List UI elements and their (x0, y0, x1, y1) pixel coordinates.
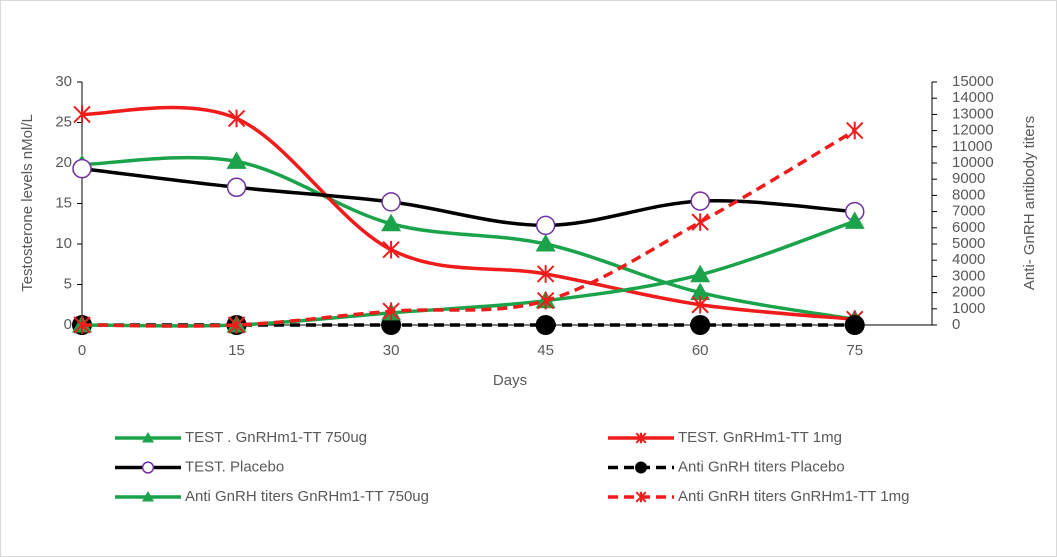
marker (227, 316, 246, 334)
marker (535, 315, 556, 335)
marker (226, 151, 247, 169)
marker (535, 215, 556, 236)
marker (690, 282, 711, 301)
y-tick-label: 15 (55, 194, 72, 211)
y2-tick-label: 3000 (952, 267, 985, 284)
y-tick-label: 0 (64, 316, 72, 333)
marker (142, 491, 154, 502)
legend-label: TEST. GnRHm1-TT 1mg (678, 429, 842, 446)
legend-item: Anti GnRH titers GnRHm1-TT 750ug (115, 488, 429, 505)
marker (690, 191, 710, 211)
x-tick-label: 60 (692, 342, 709, 359)
x-tick-label: 15 (228, 342, 245, 359)
x-tick-label: 75 (846, 342, 863, 359)
marker (536, 291, 555, 310)
legend-item: Anti GnRH titers Placebo (608, 458, 845, 475)
marker (381, 192, 401, 212)
marker (382, 240, 400, 259)
x-tick-label: 0 (78, 342, 86, 359)
marker (227, 109, 246, 128)
marker (690, 264, 711, 283)
legend-label: TEST. Placebo (185, 458, 284, 475)
legend-label: Anti GnRH titers Placebo (678, 458, 845, 475)
marker (141, 461, 155, 474)
marker (635, 461, 647, 474)
y-tick-label: 25 (55, 113, 72, 130)
y2-tick-label: 12000 (952, 122, 994, 139)
y2-tick-label: 10000 (952, 154, 994, 171)
marker (844, 315, 865, 335)
y2-tick-label: 11000 (952, 138, 993, 155)
marker (635, 432, 647, 444)
y2-tick-label: 0 (952, 316, 960, 333)
y-tick-label: 10 (55, 235, 72, 252)
marker (226, 177, 247, 198)
marker (382, 302, 400, 321)
series-line (81, 155, 856, 322)
series-line (81, 166, 855, 228)
legend-item: TEST. GnRHm1-TT 1mg (608, 429, 842, 446)
legend-item: Anti GnRH titers GnRHm1-TT 1mg (608, 488, 909, 505)
marker (635, 491, 647, 503)
legend-label: TEST . GnRHm1-TT 750ug (185, 429, 367, 446)
y2-tick-label: 7000 (952, 203, 985, 220)
y-tick-label: 5 (64, 275, 72, 292)
y-tick-label: 20 (55, 154, 72, 171)
marker (73, 105, 91, 124)
y2-axis-label: Anti- GnRH antibody titers (1021, 116, 1038, 290)
marker (73, 316, 91, 334)
y-tick-label: 30 (55, 73, 72, 90)
marker (691, 213, 709, 231)
y2-tick-label: 5000 (952, 235, 985, 252)
marker (381, 213, 402, 232)
marker (536, 265, 555, 283)
y-axis-label: Testosterone levels nMol/L (19, 114, 36, 292)
legend-label: Anti GnRH titers GnRHm1-TT 1mg (678, 488, 909, 505)
y2-tick-label: 13000 (952, 105, 994, 122)
y2-tick-label: 14000 (952, 89, 994, 106)
y2-tick-label: 8000 (952, 186, 985, 203)
y2-tick-label: 4000 (952, 251, 985, 268)
marker (72, 158, 92, 179)
legend-item: TEST . GnRHm1-TT 750ug (115, 429, 367, 446)
y2-tick-label: 9000 (952, 170, 985, 187)
legend-item: TEST. Placebo (115, 458, 284, 475)
marker (846, 121, 864, 140)
x-tick-label: 30 (383, 342, 400, 359)
marker (690, 315, 711, 335)
marker (844, 211, 865, 229)
series-line (81, 105, 855, 322)
marker (691, 295, 709, 314)
legend-label: Anti GnRH titers GnRHm1-TT 750ug (185, 488, 429, 505)
y2-tick-label: 2000 (952, 284, 985, 301)
marker (142, 432, 154, 443)
x-tick-label: 45 (537, 342, 554, 359)
x-axis-label: Days (493, 372, 527, 389)
y2-tick-label: 6000 (952, 219, 985, 236)
y2-tick-label: 1000 (952, 300, 985, 317)
marker (535, 234, 556, 252)
y2-tick-label: 15000 (952, 73, 994, 90)
